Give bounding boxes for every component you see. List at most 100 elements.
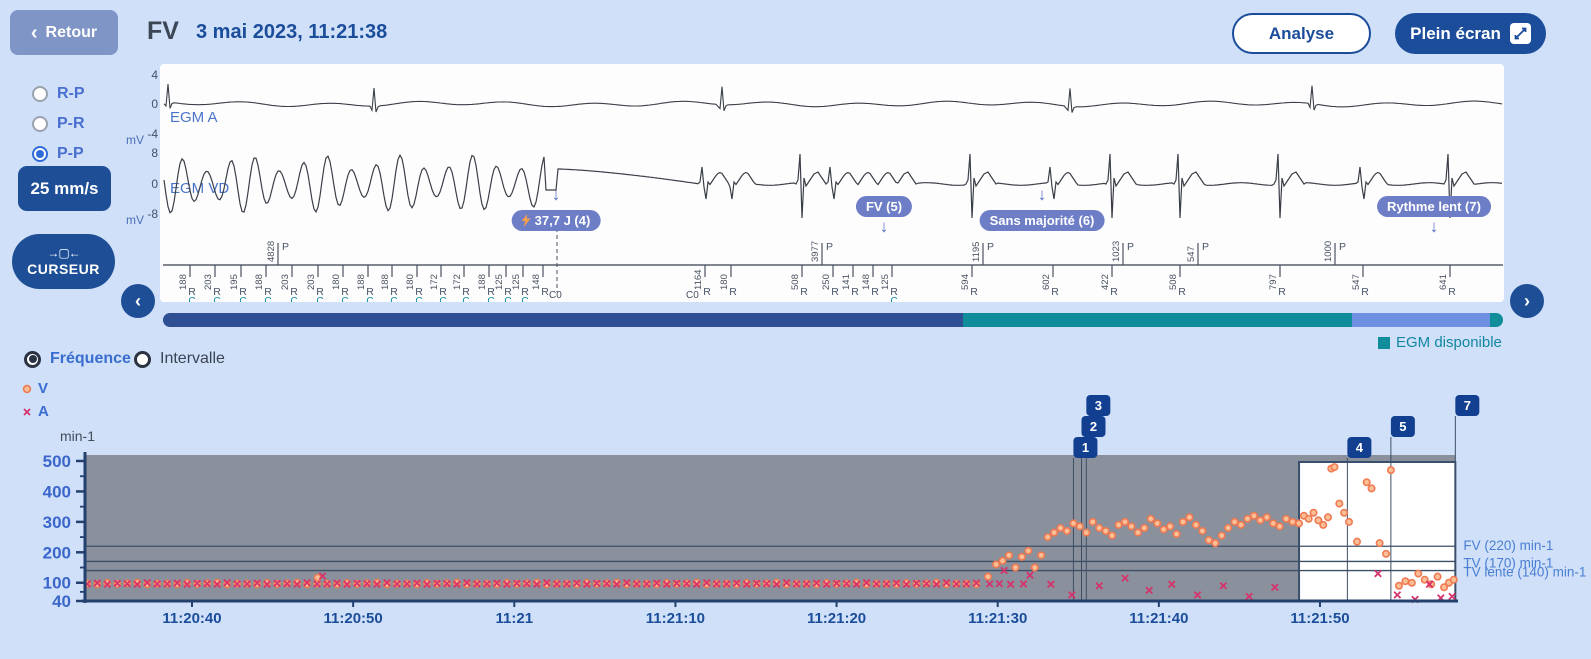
v-point [1324,513,1333,522]
x-tick-label: 11:20:40 [162,610,221,627]
episode-timeline-bar[interactable] [163,313,1503,327]
p-interval-value: 3977 [810,241,821,262]
v-point [1101,526,1110,535]
r-interval-value: 188 [380,274,391,290]
scroll-right-button[interactable]: › [1510,284,1544,318]
shock-marker-label: C0 [686,290,699,301]
legend-v-label: V [38,380,49,397]
v-point [998,556,1007,565]
r-marker-letter: R [890,286,898,298]
v-point [213,578,222,587]
a-point [752,579,761,588]
a-point [872,580,881,588]
event-badge-number-2: 2 [1090,419,1097,434]
fullscreen-button[interactable]: Plein écran [1395,13,1546,54]
v-point [1037,551,1046,560]
a-point [503,580,511,589]
v-point [992,560,1001,569]
r-marker-letter: R [970,286,978,298]
radio-frequence[interactable]: Fréquence [24,350,131,368]
back-button[interactable]: ‹ Retour [10,10,118,55]
a-point [812,579,821,587]
a-point [902,580,911,589]
fullscreen-icon [1509,23,1531,44]
r-interval-value: 148 [531,274,542,290]
radio-rp[interactable]: R-P [32,85,85,103]
cursor-button[interactable]: →▢← CURSEUR [12,234,115,289]
sweep-speed-button[interactable]: 25 mm/s [18,166,111,211]
a-point [582,580,591,589]
a-point [423,580,431,589]
a-point [562,580,571,588]
a-point [592,579,601,588]
egm-a-trace [163,84,1503,113]
v-point [1262,513,1271,522]
v-point [542,580,551,589]
v-point [1295,519,1304,528]
v-point [1217,531,1226,540]
c-marker-letter: C [439,296,446,302]
v-point [1269,519,1278,528]
event-badge-2[interactable] [1081,416,1106,437]
egm-annotation-7[interactable]: Rythme lent (7) [1377,196,1491,217]
r-interval-value: 195 [229,274,240,290]
egm-a-axis-mid: 0 [151,97,158,111]
a-point [243,580,251,588]
v-point [1030,563,1039,572]
analyse-button[interactable]: Analyse [1232,13,1371,54]
x-tick-label: 11:21:30 [968,610,1027,627]
radio-pr[interactable]: P-R [32,115,85,133]
a-point [862,578,871,587]
v-point [1386,466,1395,475]
a-point [552,580,561,588]
a-point [143,578,152,587]
r-interval-value: 508 [790,274,801,290]
c-marker-letter: C [462,296,469,302]
egm-annotation-5[interactable]: FV (5) [855,196,913,217]
egm-annotation-6[interactable]: Sans majorité (6) [979,210,1105,231]
egm-available-label: EGM disponible [1396,334,1502,351]
a-point [1047,580,1055,589]
a-point [995,579,1004,588]
radio-rp-circle [32,86,48,102]
annotation-arrow-icon: ↓ [879,217,889,236]
radio-intervalle-label: Intervalle [160,350,225,367]
v-point [1288,517,1297,526]
radio-pr-circle [32,116,48,132]
r-interval-value: 141 [841,274,852,290]
radio-pp[interactable]: P-P [32,145,84,163]
scroll-left-button[interactable]: ‹ [121,284,155,318]
p-marker-letter: P [1127,241,1134,253]
a-point [113,579,122,588]
r-marker-letter: R [341,286,349,298]
v-point [1314,516,1323,525]
a-point [682,579,691,588]
egm-a-axis-bottom: -4 [147,127,158,141]
a-point [1448,592,1456,601]
event-badge-1[interactable] [1073,437,1098,458]
y-tick-label: 300 [43,513,71,532]
radio-intervalle[interactable]: Intervalle [134,350,225,368]
event-badge-7[interactable] [1455,395,1480,416]
v-point [1133,528,1142,537]
event-badge-4[interactable] [1347,437,1372,458]
x-tick-label: 11:21:40 [1129,610,1188,627]
r-interval-value: 148 [861,274,872,290]
v-point [1166,522,1175,531]
egm-annotation-label: 37,7 J (4) [534,213,591,228]
egm-a-label: EGM A [170,109,218,126]
egm-annotation-4[interactable]: 37,7 J (4) [511,210,601,231]
event-badge-3[interactable] [1086,395,1111,416]
r-interval-value: 594 [960,274,971,290]
x-tick-label: 11:21:10 [646,610,705,627]
a-point [672,579,681,588]
threshold-label-2: TV lente (140) min-1 [1463,565,1586,580]
v-point [1024,546,1033,555]
v-point [1407,578,1416,587]
event-badge-5[interactable] [1390,416,1415,437]
threshold-label-1: TV (170) min-1 [1463,555,1553,570]
episode-type-title: FV [147,17,179,45]
v-point [862,580,871,589]
r-interval-value: 188 [356,274,367,290]
y-tick-label: 400 [43,482,71,501]
